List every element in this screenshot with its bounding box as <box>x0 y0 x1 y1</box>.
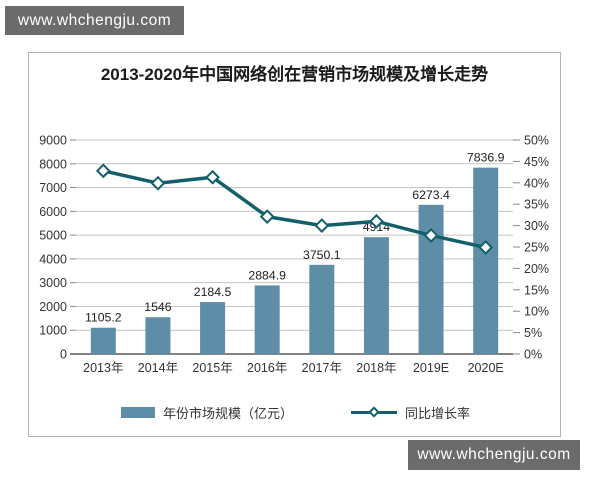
chart-title: 2013-2020年中国网络创在营销市场规模及增长走势 <box>100 65 489 84</box>
legend-item-market-size: 年份市场规模（亿元） <box>120 403 293 422</box>
y-axis-left-tick-label: 8000 <box>39 157 67 171</box>
x-axis-label: 2016年 <box>247 361 287 375</box>
x-axis-label: 2013年 <box>83 361 123 375</box>
y-axis-left-tick-label: 6000 <box>39 205 67 219</box>
line-marker-diamond-icon <box>423 228 439 243</box>
bar-value-label: 1546 <box>144 300 172 314</box>
y-axis-left-tick-label: 5000 <box>39 229 67 243</box>
legend-line-label: 同比增长率 <box>405 405 471 421</box>
y-axis-left-tick-label: 1000 <box>39 324 67 338</box>
chart-legend: 年份市场规模（亿元） 同比增长率 <box>29 399 562 425</box>
chart-panel: 0 1000 2000 3000 4000 5000 6000 7000 8000 9000 0% 5… <box>28 52 561 437</box>
legend-line-swatch-icon <box>351 406 397 418</box>
y-axis-left-tick-label: 7000 <box>39 181 67 195</box>
y-axis-right-tick-label: 45% <box>524 155 549 169</box>
bar <box>254 285 280 354</box>
bar-value-label: 6273.4 <box>412 188 450 202</box>
bar-value-label: 1105.2 <box>85 311 122 325</box>
x-axis-label: 2019E <box>413 361 449 375</box>
bar <box>145 317 171 354</box>
bar-value-label: 7836.9 <box>467 151 505 165</box>
watermark-top: www.whchengju.com <box>5 6 184 35</box>
legend-item-growth-rate: 同比增长率 <box>351 403 470 422</box>
y-axis-right-tick-label: 30% <box>524 219 549 233</box>
y-axis-right-tick-label: 25% <box>524 241 549 255</box>
y-axis-left-tick-label: 9000 <box>39 134 67 148</box>
legend-diamond-marker-icon <box>368 406 380 418</box>
y-axis-right-tick-label: 50% <box>524 134 549 148</box>
bar <box>90 327 116 354</box>
bar-value-label: 3750.1 <box>303 248 341 262</box>
y-axis-right-tick-label: 10% <box>524 305 549 319</box>
x-axis-label: 2017年 <box>302 361 342 375</box>
x-axis-label: 2014年 <box>138 361 178 375</box>
y-axis-right-tick-label: 0% <box>524 348 542 362</box>
bar-value-label: 2184.5 <box>194 285 232 299</box>
bar-value-label: 2884.9 <box>248 268 286 282</box>
line-marker-diamond-icon <box>95 163 111 179</box>
line-marker-diamond-icon <box>478 240 494 255</box>
bar <box>473 167 499 354</box>
legend-bar-label: 年份市场规模（亿元） <box>162 405 293 421</box>
y-axis-right-tick-label: 35% <box>524 198 549 212</box>
y-axis-right-tick-label: 20% <box>524 262 549 276</box>
watermark-bottom: www.whchengju.com <box>408 440 580 470</box>
bar <box>363 237 389 354</box>
x-axis-label: 2020E <box>468 361 504 375</box>
line-marker-diamond-icon <box>314 218 330 234</box>
y-axis-right-tick-label: 40% <box>524 176 549 190</box>
y-axis-right-tick-label: 5% <box>524 326 542 340</box>
y-axis-left-tick-label: 4000 <box>39 252 67 266</box>
bar <box>309 264 335 354</box>
x-axis-label: 2015年 <box>192 361 232 375</box>
line-marker-diamond-icon <box>205 169 220 185</box>
bar <box>418 204 444 354</box>
x-axis-label: 2018年 <box>356 361 396 375</box>
growth-line <box>102 169 487 250</box>
legend-bar-swatch-icon <box>120 406 155 418</box>
chart-canvas: 0 1000 2000 3000 4000 5000 6000 7000 8000 9000 0% 5… <box>39 134 549 376</box>
y-axis-left-tick-label: 3000 <box>39 276 67 290</box>
y-axis-left-tick-label: 0 <box>60 348 67 362</box>
line-marker-diamond-icon <box>150 175 166 191</box>
y-axis-left-tick-label: 2000 <box>39 300 67 314</box>
y-axis-right-tick-label: 15% <box>524 283 549 297</box>
line-marker-diamond-icon <box>259 209 275 225</box>
line-marker-diamond-icon <box>369 213 384 229</box>
bar <box>200 302 226 354</box>
